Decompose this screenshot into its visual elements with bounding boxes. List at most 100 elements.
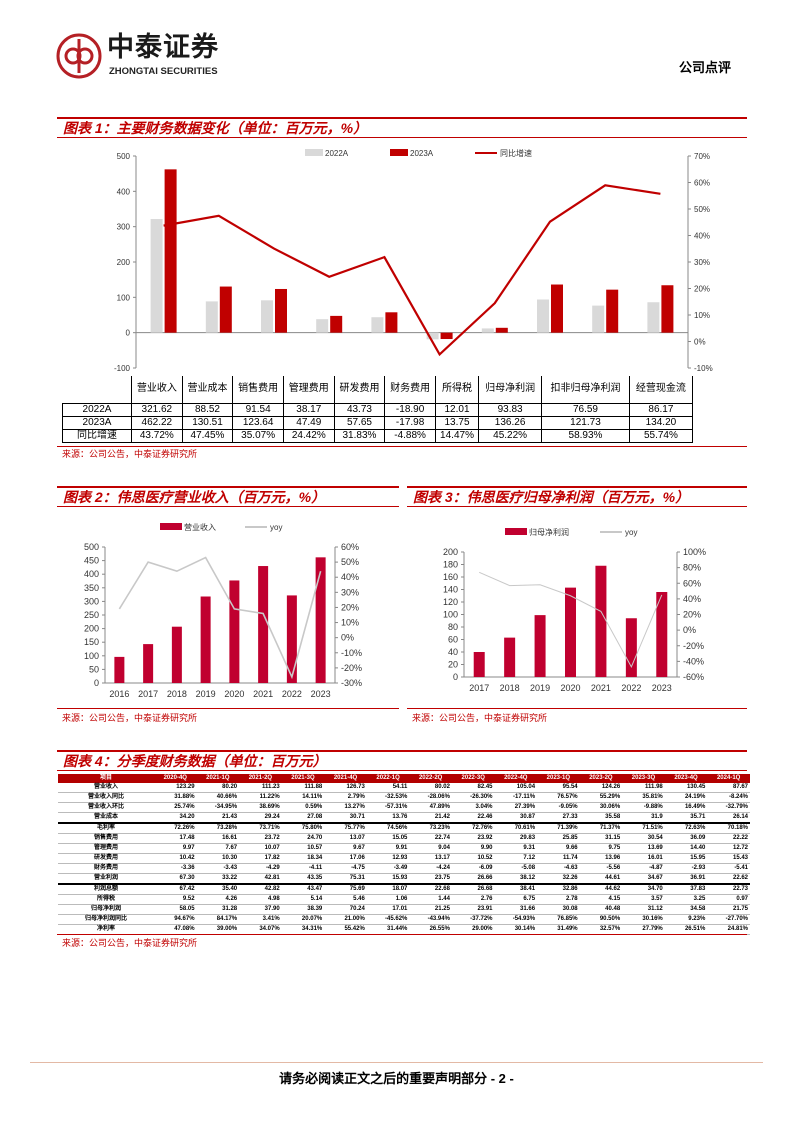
table-cell: 0.97 <box>707 894 750 905</box>
bar-2022A <box>205 301 218 333</box>
table-cell: 121.73 <box>541 415 630 430</box>
table-cell: 25.74% <box>154 802 197 813</box>
row-label: 同比增速 <box>62 428 132 443</box>
y2-tick-label: -20% <box>683 641 704 651</box>
column-header: 经营现金流 <box>628 376 694 404</box>
table-cell: -9.88% <box>622 802 665 813</box>
table-row: 毛利率 72.26% 73.28% 73.71% 75.80% 75.77% 74.56% 7… <box>58 823 750 834</box>
legend-label: 2022A <box>325 149 349 158</box>
column-header: 2022-3Q <box>451 774 495 783</box>
table-cell: 13.27% <box>324 802 367 813</box>
table-cell: 22.62 <box>707 873 750 885</box>
column-header: 2022-1Q <box>366 774 410 783</box>
table-cell: 30.71 <box>324 812 367 824</box>
row-label: 营业收入环比 <box>58 802 154 813</box>
table-cell: 36.09 <box>664 833 708 844</box>
x-tick-label: 2018 <box>167 689 187 699</box>
legend-label: yoy <box>270 523 282 532</box>
table-cell: 11.74 <box>537 853 580 864</box>
table-cell: 26.68 <box>451 884 495 895</box>
bar-2023A <box>330 315 343 333</box>
table-cell: 9.31 <box>494 843 538 854</box>
table-cell: 55.42% <box>324 924 367 935</box>
table-cell: -8.24% <box>707 792 750 803</box>
table-row: 营业收入 123.29 80.20 111.23 111.88 126.73 54.11 80… <box>58 783 750 793</box>
table-cell: 30.87 <box>494 812 538 824</box>
table-cell: 67.42 <box>154 884 197 895</box>
table-cell: 6.75 <box>494 894 538 905</box>
table-cell: -3.49 <box>366 863 410 874</box>
bar-营业收入 <box>286 595 297 683</box>
table-cell: 2.76 <box>451 894 495 905</box>
table-cell: 22.73 <box>707 884 750 895</box>
table-cell: 67.30 <box>154 873 197 885</box>
table-cell: 30.14% <box>494 924 538 935</box>
x-tick-label: 2019 <box>196 689 216 699</box>
table-cell: 22.68 <box>409 884 452 895</box>
bar-2023A <box>661 285 674 333</box>
table-cell: 10.57 <box>281 843 325 854</box>
table-cell: 22.74 <box>409 833 452 844</box>
table-cell: 94.67% <box>154 914 197 925</box>
bar-2022A <box>371 317 384 333</box>
y2-tick-label: 100% <box>683 547 706 557</box>
y2-tick-label: -10% <box>694 364 713 373</box>
table-cell: 32.57% <box>579 924 623 935</box>
bar-2022A <box>537 299 549 333</box>
table-cell: 31.12 <box>622 904 665 915</box>
footer-divider <box>30 1062 763 1063</box>
figure-3-chart: 200180160140120100806040200100%80%60%40%… <box>443 527 706 693</box>
y2-tick-label: -30% <box>341 678 362 688</box>
column-header: 2023-2Q <box>579 774 623 783</box>
column-header: 财务费用 <box>384 376 436 404</box>
table-cell: 3.41% <box>239 914 282 925</box>
row-label: 销售费用 <box>58 833 154 844</box>
table-cell: 17.82 <box>239 853 282 864</box>
table-cell: 36.91 <box>664 873 708 885</box>
y2-tick-label: 60% <box>694 179 710 188</box>
table-cell: 31.15 <box>579 833 623 844</box>
table-cell: 21.42 <box>409 812 452 824</box>
x-tick-label: 2018 <box>500 683 520 693</box>
column-header: 2021-4Q <box>324 774 367 783</box>
table-cell: 16.01 <box>622 853 665 864</box>
figure-1-table: 营业收入 营业成本 销售费用 管理费用 研发费用 财务费用 所得税 归母净利润 扣非归母净利润经… <box>62 376 694 443</box>
y2-tick-label: 30% <box>694 258 710 267</box>
y2-tick-label: 60% <box>683 578 701 588</box>
quarterly-financials-table: 项目 2020-4Q 2021-1Q 2021-2Q 2021-3Q 2021-4Q 202… <box>58 774 750 935</box>
table-cell: 87.67 <box>707 783 750 793</box>
table-cell: 35.58 <box>579 812 623 824</box>
table-cell: 76.85% <box>537 914 580 925</box>
table-cell: 30.54 <box>622 833 665 844</box>
table-row: 销售费用 17.48 16.61 23.72 24.70 13.07 15.05 22.74 2… <box>58 833 750 844</box>
table-cell: 3.57 <box>622 894 665 905</box>
table-cell: 93.83 <box>478 402 543 417</box>
table-cell: 58.93% <box>541 428 630 443</box>
bar-营业收入 <box>171 626 182 683</box>
table-cell: 82.45 <box>451 783 495 793</box>
bar-2022A <box>316 319 329 333</box>
y-tick-label: 200 <box>117 258 131 267</box>
table-cell: 126.73 <box>324 783 367 793</box>
table-cell: 130.45 <box>664 783 708 793</box>
y2-tick-label: 50% <box>341 557 359 567</box>
table-cell: 38.41 <box>494 884 538 895</box>
table-cell: 4.98 <box>239 894 282 905</box>
table-cell: 72.63% <box>664 823 708 834</box>
table-cell: 1.06 <box>366 894 410 905</box>
table-cell: -37.72% <box>451 914 495 925</box>
table-row: 归母净利润 58.05 31.28 37.90 38.39 70.24 17.01 21.25… <box>58 904 750 915</box>
table-cell: 29.00% <box>451 924 495 935</box>
table-cell: 29.24 <box>239 812 282 824</box>
table-cell: 35.40 <box>196 884 240 895</box>
table-cell: 71.39% <box>537 823 580 834</box>
y-tick-label: 180 <box>443 560 458 570</box>
table-cell: 14.47% <box>434 428 480 443</box>
row-label: 营业收入 <box>58 783 154 793</box>
table-cell: 15.43 <box>707 853 750 864</box>
column-header: 2021-1Q <box>196 774 240 783</box>
table-cell: -5.08 <box>494 863 538 874</box>
column-header: 2023-3Q <box>622 774 665 783</box>
table-cell: 38.17 <box>282 402 335 417</box>
y-tick-label: 100 <box>84 651 99 661</box>
